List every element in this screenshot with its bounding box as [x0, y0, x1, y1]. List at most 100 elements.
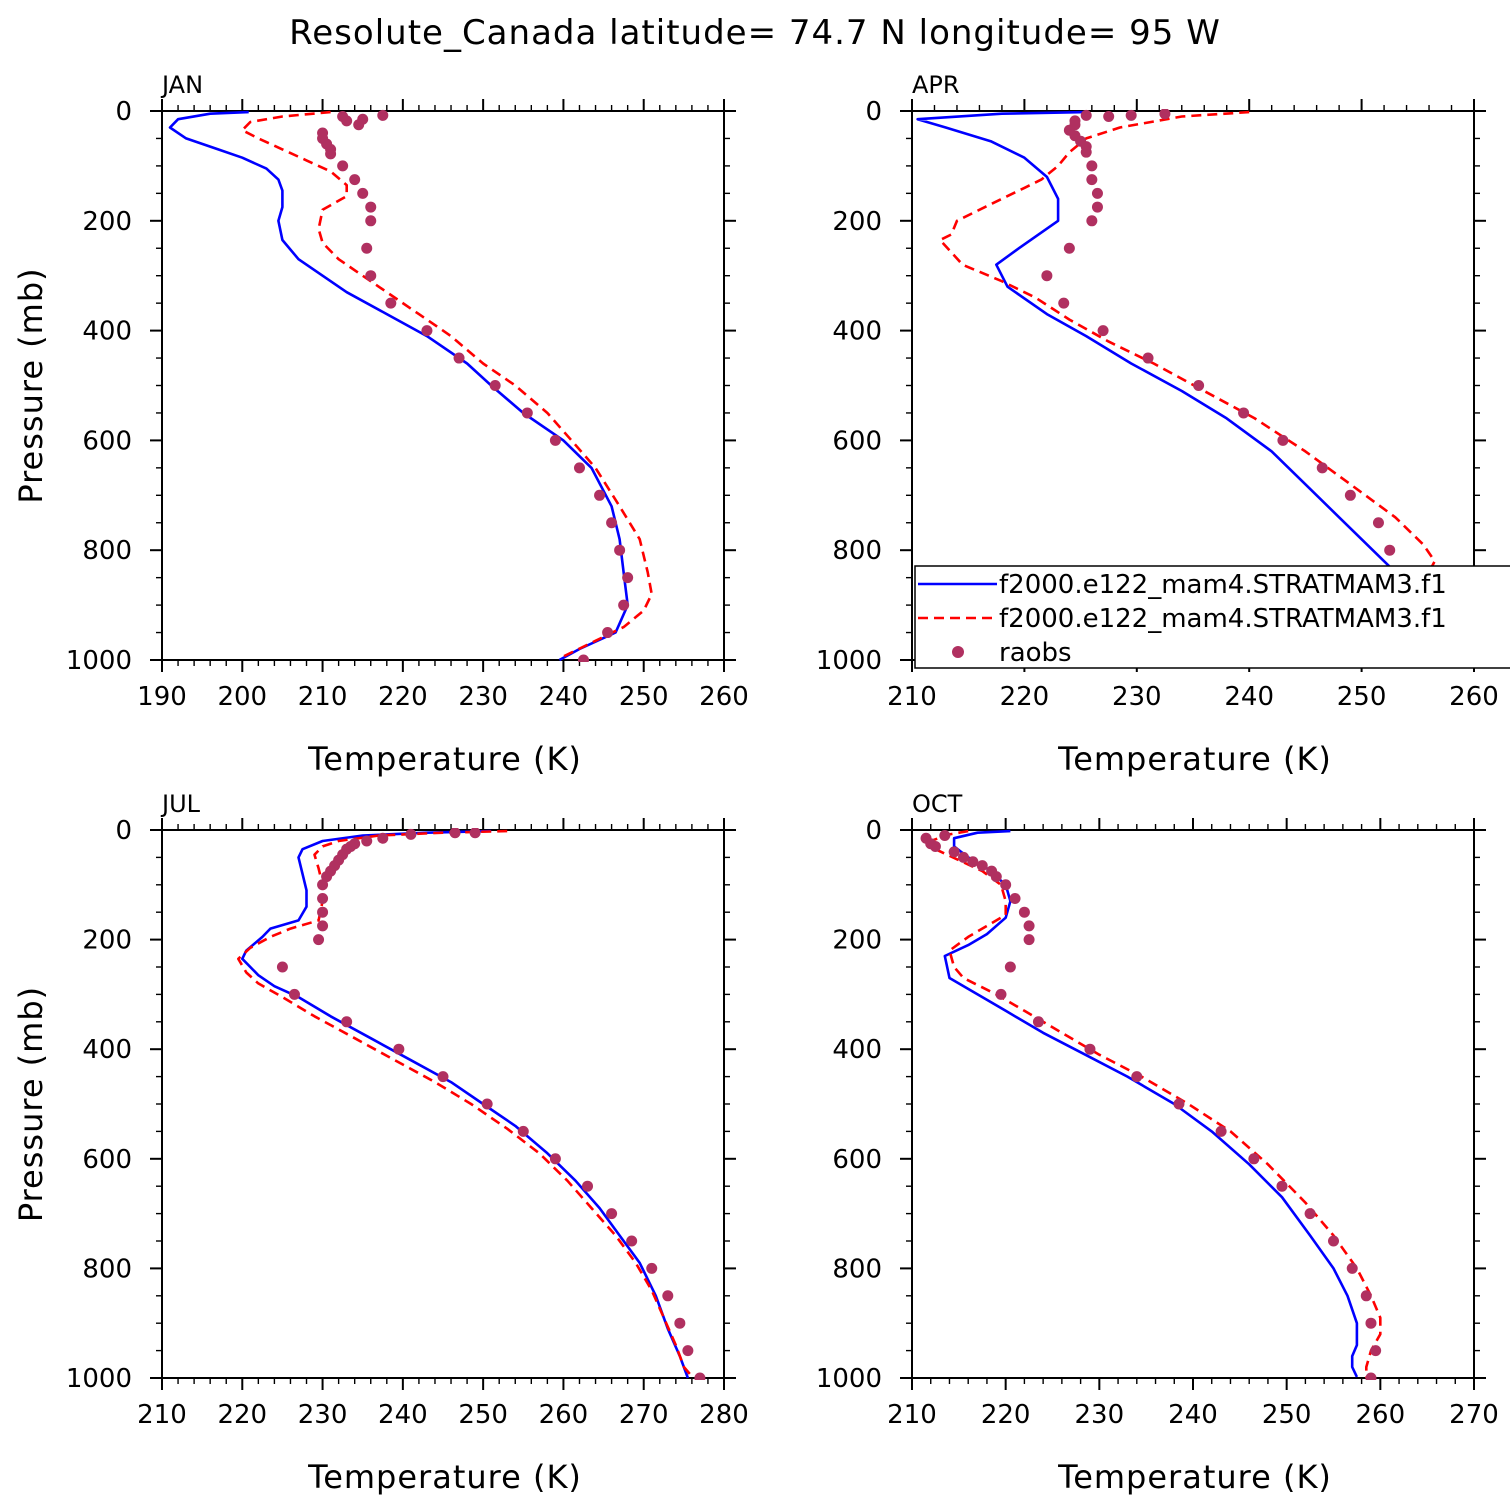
raobs-point	[1370, 1345, 1382, 1357]
raobs-point	[481, 1098, 493, 1110]
x-tick-label: 240	[1168, 1400, 1218, 1430]
x-tick-label: 230	[1075, 1400, 1125, 1430]
raobs-point	[549, 1153, 561, 1165]
raobs-point	[449, 828, 461, 839]
y-tick-label: 0	[865, 97, 882, 127]
raobs-point	[1328, 1235, 1339, 1247]
raobs-point	[1316, 462, 1328, 474]
x-tick-label: 250	[1262, 1400, 1312, 1430]
raobs-point	[1009, 893, 1021, 904]
raobs-point	[377, 109, 389, 121]
raobs-point	[1346, 1262, 1358, 1274]
raobs-point	[1131, 1071, 1143, 1083]
raobs-point	[582, 1180, 594, 1192]
y-tick-label: 0	[115, 97, 132, 127]
panel-label-jul: JUL	[160, 790, 201, 818]
raobs-point	[365, 270, 377, 282]
raobs-point	[1018, 906, 1030, 918]
raobs-point	[317, 920, 329, 932]
panel-label-jan: JAN	[160, 71, 203, 99]
x-tick-label: 210	[137, 1400, 187, 1430]
raobs-point	[1276, 1180, 1288, 1192]
raobs-point	[662, 1290, 674, 1302]
legend-label: raobs	[999, 638, 1072, 668]
raobs-point	[939, 829, 951, 841]
legend-label: f2000.e122_mam4.STRATMAM3.f1	[999, 570, 1447, 600]
x-tick-label: 250	[1337, 682, 1387, 712]
raobs-point	[1215, 1125, 1227, 1137]
x-tick-label: 240	[539, 682, 589, 712]
raobs-point	[489, 380, 501, 391]
series-line-model1	[168, 110, 629, 662]
y-tick-label: 600	[82, 426, 132, 456]
raobs-point	[1384, 544, 1396, 556]
raobs-point	[276, 961, 288, 973]
raobs-point	[1032, 1016, 1044, 1028]
raobs-point	[1063, 242, 1075, 254]
y-tick-label: 0	[115, 816, 132, 846]
y-tick-label: 1000	[816, 1364, 882, 1394]
x-axis-title: Temperature (K)	[307, 740, 582, 778]
legend-box	[914, 565, 1510, 669]
x-tick-label: 240	[1224, 682, 1274, 712]
raobs-point	[1304, 1208, 1316, 1220]
raobs-point	[321, 871, 333, 883]
raobs-point	[521, 407, 533, 419]
raobs-point	[393, 1043, 405, 1055]
plot-data-jan	[168, 109, 653, 662]
raobs-point	[674, 1317, 686, 1329]
raobs-point	[594, 489, 606, 501]
x-tick-label: 260	[1449, 682, 1499, 712]
raobs-point	[377, 832, 389, 844]
x-tick-label: 260	[539, 1400, 589, 1430]
raobs-point	[317, 879, 329, 891]
series-line-model2	[237, 829, 693, 1378]
panel-label-apr: APR	[912, 71, 960, 99]
y-tick-label: 1000	[66, 646, 132, 676]
raobs-point	[405, 828, 417, 840]
raobs-point	[976, 860, 988, 872]
x-tick-label: 220	[217, 1400, 267, 1430]
x-tick-label: 190	[137, 682, 187, 712]
raobs-point	[517, 1125, 529, 1137]
raobs-point	[1041, 270, 1053, 282]
raobs-point	[341, 1016, 353, 1028]
raobs-point	[365, 201, 377, 213]
raobs-point	[313, 934, 325, 946]
raobs-point	[317, 893, 329, 904]
series-line-model1	[241, 829, 690, 1379]
raobs-point	[1238, 407, 1250, 419]
raobs-point	[948, 846, 960, 858]
x-tick-label: 220	[378, 682, 428, 712]
x-tick-label: 270	[619, 1400, 669, 1430]
raobs-point	[1086, 174, 1098, 186]
panel-label-oct: OCT	[912, 790, 963, 818]
raobs-point	[1004, 961, 1016, 973]
raobs-point	[578, 654, 589, 662]
raobs-point	[606, 517, 618, 529]
y-axis-title: Pressure (mb)	[12, 986, 50, 1222]
raobs-point	[1173, 1098, 1185, 1110]
raobs-point	[1080, 146, 1092, 158]
raobs-point	[361, 242, 373, 254]
raobs-point	[1277, 434, 1289, 446]
raobs-point	[967, 856, 979, 868]
y-tick-label: 400	[82, 317, 132, 347]
x-tick-label: 260	[1356, 1400, 1406, 1430]
y-tick-label: 200	[832, 926, 882, 956]
y-tick-label: 600	[832, 1145, 882, 1175]
raobs-point	[990, 871, 1002, 883]
raobs-point	[626, 1235, 638, 1247]
x-axis-title: Temperature (K)	[307, 1458, 582, 1496]
panel-oct: OCT 210 220 230 240 250 260 270 0 200 400 600 800 100…	[816, 790, 1499, 1496]
raobs-point	[337, 160, 349, 172]
y-tick-label: 800	[82, 536, 132, 566]
raobs-point	[349, 174, 361, 186]
x-tick-label: 230	[298, 1400, 348, 1430]
raobs-point	[1091, 187, 1103, 199]
x-tick-label: 200	[217, 682, 267, 712]
raobs-point	[1091, 201, 1103, 213]
raobs-point	[614, 544, 626, 556]
raobs-point	[602, 627, 614, 639]
figure-title: Resolute_Canada latitude= 74.7 N longitu…	[289, 13, 1221, 53]
